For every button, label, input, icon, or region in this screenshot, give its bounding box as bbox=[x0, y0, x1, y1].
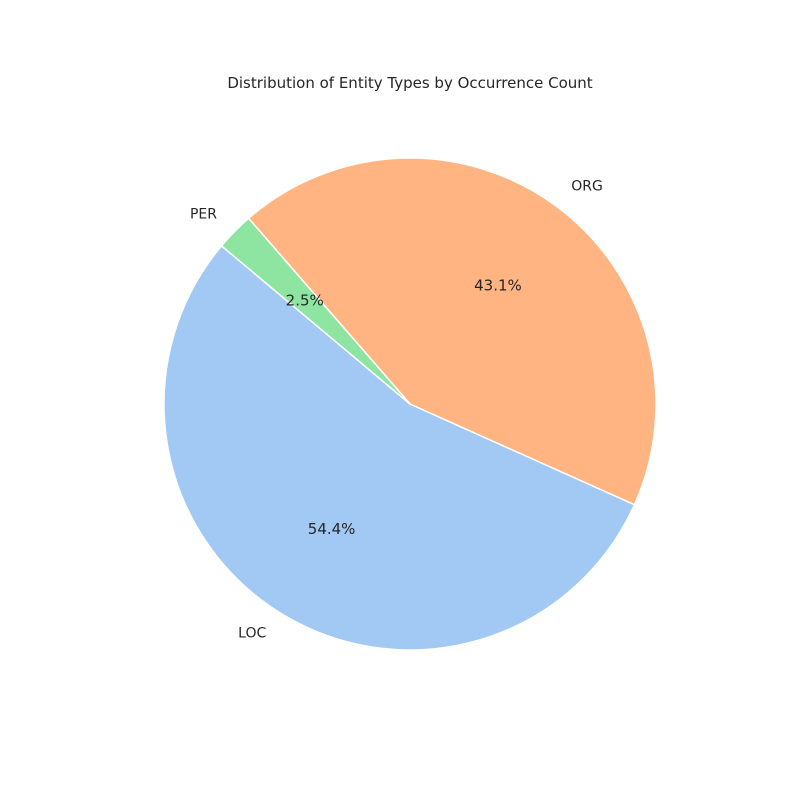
pie-slice-loc bbox=[163, 244, 636, 651]
pie-slice-org bbox=[247, 157, 657, 506]
slice-percent-org: 43.1% bbox=[474, 276, 522, 294]
slice-label-per: PER bbox=[190, 206, 217, 222]
chart-title: Distribution of Entity Types by Occurren… bbox=[227, 74, 592, 92]
pie-labels: LOC 54.4% ORG 43.1% PER 2.5% bbox=[190, 179, 603, 642]
slice-label-loc: LOC bbox=[238, 625, 266, 641]
pie-slice-per bbox=[220, 217, 411, 405]
slice-percent-per: 2.5% bbox=[286, 292, 324, 310]
slice-label-org: ORG bbox=[571, 179, 603, 195]
slice-percent-loc: 54.4% bbox=[308, 520, 356, 538]
pie-slices bbox=[163, 157, 657, 651]
